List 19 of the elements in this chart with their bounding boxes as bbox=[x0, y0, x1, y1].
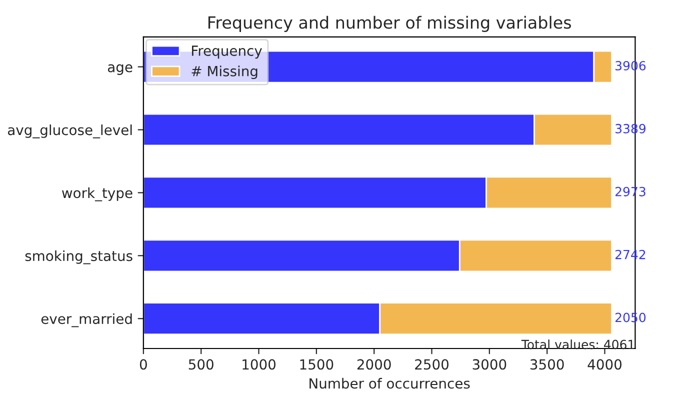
x-tick-label: 1500 bbox=[300, 359, 334, 370]
y-tick-label: ever_married bbox=[41, 313, 132, 328]
x-tick-label: 2500 bbox=[415, 359, 448, 370]
x-tick-label: 500 bbox=[188, 359, 214, 370]
x-tick-label: 2000 bbox=[357, 359, 391, 370]
legend-label: # Missing bbox=[192, 66, 258, 80]
y-tick-label: smoking_status bbox=[25, 250, 132, 264]
annotation: Total values: 4061 bbox=[521, 340, 634, 350]
y-tick-label: avg_glucose_level bbox=[8, 124, 132, 138]
y-tick-label: work_type bbox=[62, 187, 132, 202]
x-tick-label: 4000 bbox=[588, 359, 622, 370]
x-axis-title: Number of occurrences bbox=[310, 378, 470, 389]
x-tick-label: 0 bbox=[140, 359, 147, 370]
legend-label: Frequency bbox=[192, 46, 262, 59]
y-tick-label: age bbox=[108, 64, 132, 75]
x-tick-label: 1000 bbox=[242, 359, 276, 370]
x-tick-label: 3000 bbox=[472, 359, 506, 370]
x-tick-label: 3500 bbox=[530, 359, 564, 370]
chart-title: Frequency and number of missing variables bbox=[208, 16, 571, 32]
